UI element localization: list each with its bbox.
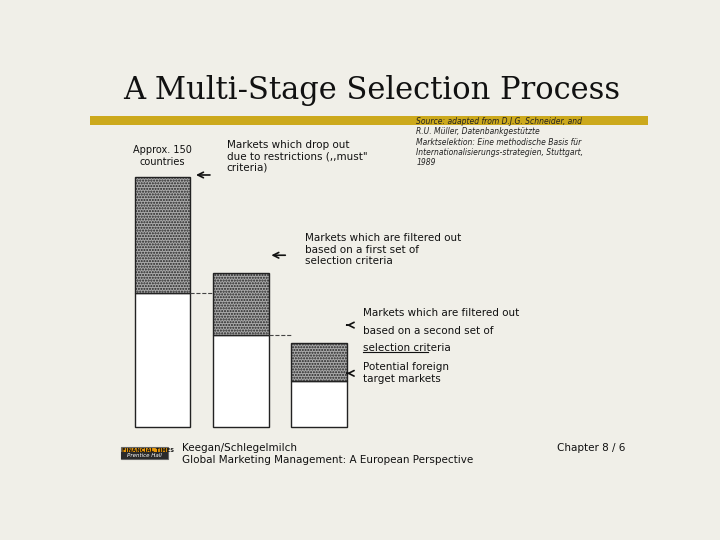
Text: Potential foreign
target markets: Potential foreign target markets	[364, 362, 449, 384]
Bar	[291, 381, 347, 427]
Text: Keegan/Schlegelmilch
Global Marketing Management: A European Perspective: Keegan/Schlegelmilch Global Marketing Ma…	[182, 443, 473, 465]
Text: Chapter 8 / 6: Chapter 8 / 6	[557, 443, 626, 453]
Text: selection criteria: selection criteria	[364, 343, 451, 353]
Bar	[90, 116, 648, 125]
Bar	[291, 343, 347, 381]
Bar	[213, 273, 269, 335]
Text: Prentice Hall: Prentice Hall	[127, 453, 162, 458]
Text: FINANCIAL TIMES: FINANCIAL TIMES	[122, 448, 174, 453]
Text: Markets which are filtered out: Markets which are filtered out	[364, 308, 520, 318]
Bar	[121, 453, 168, 459]
Bar	[135, 177, 190, 294]
Bar	[121, 447, 168, 459]
Bar	[135, 294, 190, 427]
Text: Markets which are filtered out
based on a first set of
selection criteria: Markets which are filtered out based on …	[305, 233, 461, 266]
Text: Source: adapted from D.J.G. Schneider, and
R.U. Müller, Datenbankgestützte
Markt: Source: adapted from D.J.G. Schneider, a…	[416, 117, 583, 167]
Text: Approx. 150
countries: Approx. 150 countries	[133, 145, 192, 167]
Text: based on a second set of: based on a second set of	[364, 326, 494, 335]
Text: A Multi-Stage Selection Process: A Multi-Stage Selection Process	[124, 75, 621, 106]
Bar	[213, 335, 269, 427]
Text: Markets which drop out
due to restrictions (,,must"
criteria): Markets which drop out due to restrictio…	[227, 140, 367, 173]
